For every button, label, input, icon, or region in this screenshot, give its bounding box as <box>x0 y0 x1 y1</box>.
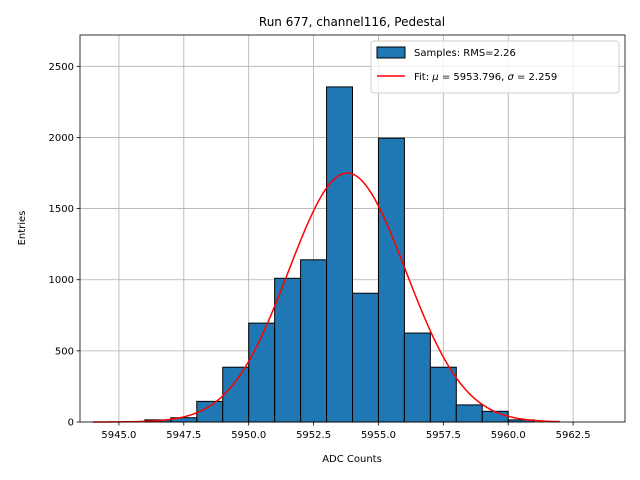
y-axis-title: Entries <box>17 211 28 246</box>
histogram-bar <box>377 137 405 423</box>
y-tick-label: 2500 <box>49 62 74 73</box>
y-tick-label: 0 <box>68 418 74 429</box>
y-tick-label: 1500 <box>49 204 74 215</box>
chart-title: Run 677, channel116, Pedestal <box>259 15 445 29</box>
x-tick-label: 5945.0 <box>101 430 136 441</box>
x-tick-label: 5947.5 <box>166 430 201 441</box>
legend-histogram-swatch <box>376 46 406 59</box>
legend-box <box>370 40 620 94</box>
histogram-bar <box>481 410 509 423</box>
y-tick-label: 500 <box>55 346 74 357</box>
y-axis-ticks: 0 500 1000 1500 2000 2500 <box>49 62 80 429</box>
histogram-bar <box>300 259 328 423</box>
y-tick-label: 1000 <box>49 275 74 286</box>
x-tick-label: 5952.5 <box>296 430 331 441</box>
histogram-bars <box>144 86 535 423</box>
histogram-bar <box>326 86 353 423</box>
y-tick-label: 2000 <box>49 133 74 144</box>
x-tick-label: 5960.0 <box>491 430 526 441</box>
histogram-bar <box>274 277 302 423</box>
legend-fit-label: Fit: μ = 5953.796, σ = 2.259 <box>414 72 557 83</box>
histogram-bar <box>352 292 379 423</box>
histogram-bar <box>222 366 250 423</box>
x-tick-label: 5957.5 <box>426 430 461 441</box>
histogram-bar <box>403 332 431 423</box>
histogram-bar <box>455 404 483 423</box>
x-axis-ticks: 5945.0 5947.5 5950.0 5952.5 5955.0 5957.5 5960… <box>101 422 591 441</box>
legend-histogram-label: Samples: RMS=2.26 <box>414 48 516 59</box>
histogram-bar <box>429 366 457 423</box>
fit-curve <box>92 172 561 423</box>
x-tick-label: 5955.0 <box>361 430 396 441</box>
legend: Samples: RMS=2.26 Fit: μ = 5953.796, σ =… <box>370 40 620 94</box>
histogram-bar <box>248 322 276 423</box>
x-axis-title: ADC Counts <box>322 454 382 465</box>
plot-frame <box>79 34 626 423</box>
x-tick-label: 5950.0 <box>231 430 266 441</box>
x-tick-label: 5962.5 <box>556 430 591 441</box>
